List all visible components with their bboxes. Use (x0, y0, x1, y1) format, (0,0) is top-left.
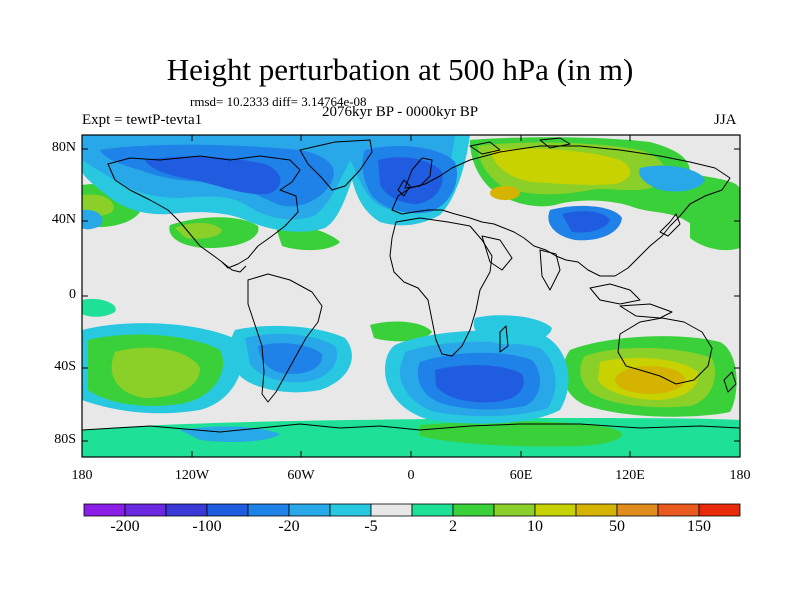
colorbar-label: -100 (192, 518, 222, 535)
lon-label-180e: 180 (729, 468, 751, 483)
colorbar-swatch (452, 503, 495, 517)
lat-label-80n: 80N (51, 140, 76, 155)
colorbar-swatch (370, 503, 413, 517)
lon-label-180w: 180 (71, 468, 93, 483)
coastlines (82, 137, 740, 433)
period-label: 2076kyr BP - 0000kyr BP (322, 104, 479, 120)
experiment-label: Expt = tewtP-tevta1 (82, 112, 203, 128)
colorbar-swatch (534, 503, 577, 517)
colorbar-swatch (206, 503, 249, 517)
figure-title: Height perturbation at 500 hPa (in m) (166, 52, 634, 87)
colorbar-label: 10 (527, 518, 543, 535)
lat-label-40s: 40S (54, 359, 76, 374)
colorbar-swatch (124, 503, 167, 517)
colorbar (83, 503, 741, 517)
colorbar-swatch (698, 503, 741, 517)
contour-field (82, 135, 740, 457)
colorbar-label: -200 (110, 518, 140, 535)
lat-label-80s: 80S (54, 432, 76, 447)
colorbar-swatch (288, 503, 331, 517)
colorbar-swatch (657, 503, 700, 517)
stats-label: rmsd= 10.2333 diff= 3.14764e-08 (190, 94, 367, 109)
season-label: JJA (714, 112, 737, 128)
colorbar-swatch (411, 503, 454, 517)
colorbar-label: 2 (449, 518, 457, 535)
lon-label-60w: 60W (287, 468, 315, 483)
colorbar-label: 50 (609, 518, 625, 535)
axis-ticks (82, 135, 740, 457)
lat-label-0: 0 (69, 287, 76, 302)
negative-contours (82, 135, 705, 442)
lon-label-120w: 120W (174, 468, 210, 483)
colorbar-swatch (575, 503, 618, 517)
colorbar-label: -20 (278, 518, 300, 535)
colorbar-swatch (83, 503, 126, 517)
colorbar-label: -5 (364, 518, 378, 535)
lon-label-120e: 120E (615, 468, 645, 483)
lon-label-0: 0 (407, 468, 415, 483)
colorbar-swatch (493, 503, 536, 517)
colorbar-label: 150 (687, 518, 711, 535)
colorbar-swatch (247, 503, 290, 517)
colorbar-swatch (329, 503, 372, 517)
lat-label-40n: 40N (51, 212, 76, 227)
colorbar-swatch (616, 503, 659, 517)
colorbar-swatch (165, 503, 208, 517)
lon-label-60e: 60E (509, 468, 533, 483)
